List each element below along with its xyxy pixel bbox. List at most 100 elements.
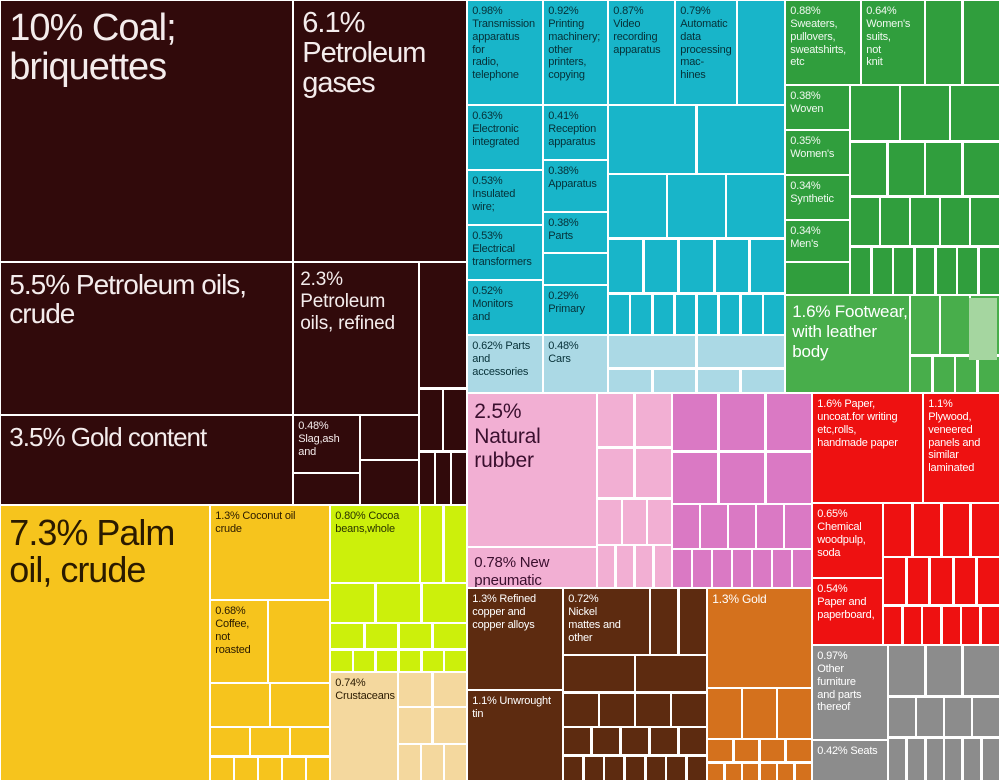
treemap-cell[interactable] (729, 505, 755, 548)
treemap-cell[interactable] (631, 294, 651, 334)
cell-slag-ash[interactable]: 0.48% Slag,ash and (294, 416, 359, 472)
treemap-cell[interactable] (635, 546, 652, 587)
treemap-cell[interactable] (211, 757, 233, 780)
treemap-cell[interactable] (635, 394, 671, 447)
cell-natural-rubber[interactable]: 2.5% Natural rubber (468, 394, 596, 546)
treemap-cell[interactable] (889, 697, 915, 737)
treemap-cell[interactable] (361, 416, 418, 459)
treemap-cell[interactable] (941, 197, 969, 246)
treemap-cell[interactable] (907, 738, 925, 780)
cell-synthetic[interactable]: 0.34% Synthetic (786, 176, 849, 219)
treemap-cell[interactable] (445, 745, 466, 780)
treemap-cell[interactable] (727, 175, 784, 238)
treemap-cell[interactable] (851, 197, 879, 246)
treemap-cell[interactable] (708, 763, 724, 780)
treemap-cell[interactable] (593, 728, 620, 755)
treemap-cell[interactable] (609, 369, 651, 392)
treemap-cell[interactable] (420, 452, 434, 504)
cell-coffee[interactable]: 0.68% Coffee, not roasted (211, 601, 267, 682)
treemap-cell[interactable] (609, 239, 643, 293)
treemap-cell[interactable] (708, 740, 732, 762)
treemap-cell[interactable] (679, 728, 706, 755)
cell-petroleum-oils-crude[interactable]: 5.5% Petroleum oils, crude (1, 263, 292, 414)
treemap-cell[interactable] (978, 357, 999, 392)
treemap-cell[interactable] (291, 728, 329, 756)
treemap-cell[interactable] (942, 504, 970, 556)
treemap-cell[interactable] (422, 745, 443, 780)
treemap-cell[interactable] (851, 86, 899, 141)
treemap-cell[interactable] (365, 624, 398, 649)
treemap-cell[interactable] (795, 763, 811, 780)
treemap-cell[interactable] (648, 499, 671, 544)
treemap-cell[interactable] (433, 708, 466, 743)
treemap-cell[interactable] (635, 448, 671, 497)
treemap-cell[interactable] (963, 1, 999, 84)
treemap-cell[interactable] (713, 550, 731, 587)
treemap-cell[interactable] (969, 298, 997, 360)
treemap-cell[interactable] (331, 651, 352, 671)
treemap-cell[interactable] (673, 505, 699, 548)
treemap-cell[interactable] (778, 689, 811, 738)
treemap-cell[interactable] (725, 763, 741, 780)
treemap-cell[interactable] (913, 504, 941, 556)
treemap-cell[interactable] (793, 550, 811, 587)
treemap-cell[interactable] (399, 624, 432, 649)
treemap-cell[interactable] (911, 197, 939, 246)
treemap-cell[interactable] (956, 357, 977, 392)
treemap-cell[interactable] (564, 757, 583, 780)
cell-new-pneumatic[interactable]: 0.78% New pneumatic (468, 548, 596, 587)
treemap-cell[interactable] (923, 606, 941, 644)
treemap-cell[interactable] (697, 336, 784, 368)
treemap-cell[interactable] (361, 461, 418, 504)
treemap-cell[interactable] (650, 728, 677, 755)
treemap-cell[interactable] (544, 254, 607, 284)
cell-cocoa-beans[interactable]: 0.80% Cocoa beans,whole (331, 506, 419, 582)
treemap-cell[interactable] (937, 248, 956, 294)
treemap-cell[interactable] (673, 452, 718, 503)
treemap-cell[interactable] (954, 558, 976, 604)
treemap-cell[interactable] (951, 86, 999, 141)
treemap-cell[interactable] (773, 550, 791, 587)
treemap-cell[interactable] (715, 239, 749, 293)
cell-parts[interactable]: 0.38% Parts (544, 213, 607, 252)
treemap-cell[interactable] (673, 550, 691, 587)
treemap-cell[interactable] (933, 357, 954, 392)
treemap-cell[interactable] (881, 197, 909, 246)
treemap-cell[interactable] (757, 505, 783, 548)
treemap-cell[interactable] (598, 394, 634, 447)
treemap-cell[interactable] (884, 504, 911, 556)
treemap-cell[interactable] (609, 106, 696, 173)
cell-transmission-apparatus[interactable]: 0.98% Transmission apparatus for radio, telep… (468, 1, 542, 104)
treemap-cell[interactable] (942, 606, 960, 644)
treemap-cell[interactable] (672, 694, 706, 726)
cell-nickel-mattes[interactable]: 0.72% Nickel mattes and other (564, 589, 649, 654)
treemap-cell[interactable] (422, 584, 466, 622)
treemap-cell[interactable] (259, 757, 281, 780)
cell-woven[interactable]: 0.38% Woven (786, 86, 849, 129)
cell-womens[interactable]: 0.35% Women's (786, 131, 849, 174)
treemap-cell[interactable] (667, 757, 686, 780)
treemap-cell[interactable] (600, 694, 634, 726)
treemap-cell[interactable] (399, 745, 420, 780)
treemap-cell[interactable] (646, 757, 665, 780)
treemap-cell[interactable] (901, 86, 949, 141)
cell-video-recording[interactable]: 0.87% Video recording apparatus (609, 1, 674, 104)
treemap-cell[interactable] (972, 504, 999, 556)
treemap-cell[interactable] (436, 452, 450, 504)
treemap-cell[interactable] (564, 694, 598, 726)
treemap-cell[interactable] (675, 294, 696, 334)
treemap-cell[interactable] (251, 728, 289, 756)
treemap-cell[interactable] (598, 448, 634, 497)
treemap-cell[interactable] (444, 389, 466, 451)
cell-paper-paperboard[interactable]: 0.54% Paper and paperboard, (813, 579, 882, 644)
treemap-cell[interactable] (331, 624, 363, 649)
treemap-cell[interactable] (719, 294, 740, 334)
treemap-cell[interactable] (673, 394, 718, 451)
cell-seats[interactable]: 0.42% Seats (813, 741, 887, 780)
treemap-cell[interactable] (742, 369, 784, 392)
treemap-cell[interactable] (884, 558, 906, 604)
treemap-cell[interactable] (786, 263, 849, 294)
cell-automatic-data-processing[interactable]: 0.79% Automatic data processing mac-hines (676, 1, 736, 104)
treemap-cell[interactable] (626, 757, 644, 780)
cell-coconut-oil[interactable]: 1.3% Coconut oil crude (211, 506, 329, 599)
